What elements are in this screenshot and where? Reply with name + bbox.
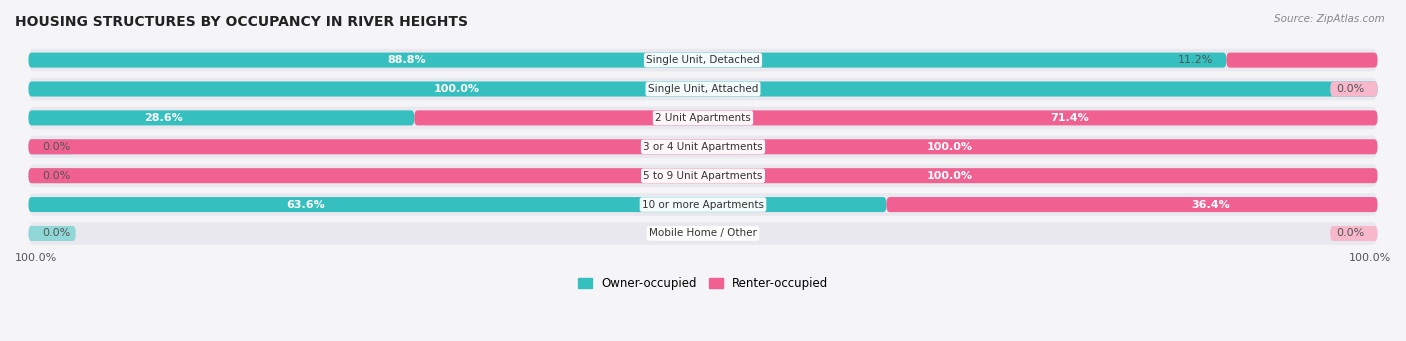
Text: 100.0%: 100.0% — [1348, 253, 1391, 263]
Text: Mobile Home / Other: Mobile Home / Other — [650, 228, 756, 238]
FancyBboxPatch shape — [28, 164, 1378, 187]
FancyBboxPatch shape — [886, 197, 1378, 212]
FancyBboxPatch shape — [28, 78, 1378, 100]
Text: 28.6%: 28.6% — [145, 113, 183, 123]
Text: 63.6%: 63.6% — [285, 199, 325, 210]
FancyBboxPatch shape — [1330, 226, 1378, 241]
FancyBboxPatch shape — [28, 110, 415, 125]
Text: Single Unit, Detached: Single Unit, Detached — [647, 55, 759, 65]
FancyBboxPatch shape — [28, 135, 1378, 158]
FancyBboxPatch shape — [28, 197, 886, 212]
Text: Single Unit, Attached: Single Unit, Attached — [648, 84, 758, 94]
FancyBboxPatch shape — [28, 53, 1226, 68]
Text: 100.0%: 100.0% — [927, 171, 973, 181]
Text: Source: ZipAtlas.com: Source: ZipAtlas.com — [1274, 14, 1385, 24]
FancyBboxPatch shape — [28, 139, 76, 154]
Text: 0.0%: 0.0% — [42, 142, 70, 152]
FancyBboxPatch shape — [28, 139, 1378, 154]
Text: 11.2%: 11.2% — [1178, 55, 1213, 65]
FancyBboxPatch shape — [1226, 53, 1378, 68]
FancyBboxPatch shape — [28, 168, 1378, 183]
Text: 100.0%: 100.0% — [15, 253, 58, 263]
Text: 0.0%: 0.0% — [42, 228, 70, 238]
Text: 3 or 4 Unit Apartments: 3 or 4 Unit Apartments — [643, 142, 763, 152]
FancyBboxPatch shape — [28, 226, 76, 241]
Text: 0.0%: 0.0% — [1336, 84, 1364, 94]
Text: 0.0%: 0.0% — [42, 171, 70, 181]
Text: 71.4%: 71.4% — [1050, 113, 1088, 123]
Text: 88.8%: 88.8% — [388, 55, 426, 65]
Text: 100.0%: 100.0% — [433, 84, 479, 94]
Text: 100.0%: 100.0% — [927, 142, 973, 152]
FancyBboxPatch shape — [28, 49, 1378, 71]
FancyBboxPatch shape — [415, 110, 1378, 125]
FancyBboxPatch shape — [28, 168, 76, 183]
Text: HOUSING STRUCTURES BY OCCUPANCY IN RIVER HEIGHTS: HOUSING STRUCTURES BY OCCUPANCY IN RIVER… — [15, 15, 468, 29]
FancyBboxPatch shape — [1330, 81, 1378, 97]
Text: 2 Unit Apartments: 2 Unit Apartments — [655, 113, 751, 123]
Text: 36.4%: 36.4% — [1191, 199, 1230, 210]
FancyBboxPatch shape — [28, 193, 1378, 216]
Text: 10 or more Apartments: 10 or more Apartments — [643, 199, 763, 210]
FancyBboxPatch shape — [28, 222, 1378, 245]
Text: 0.0%: 0.0% — [1336, 228, 1364, 238]
Legend: Owner-occupied, Renter-occupied: Owner-occupied, Renter-occupied — [572, 272, 834, 295]
Text: 5 to 9 Unit Apartments: 5 to 9 Unit Apartments — [644, 171, 762, 181]
FancyBboxPatch shape — [28, 81, 1378, 97]
FancyBboxPatch shape — [28, 107, 1378, 129]
